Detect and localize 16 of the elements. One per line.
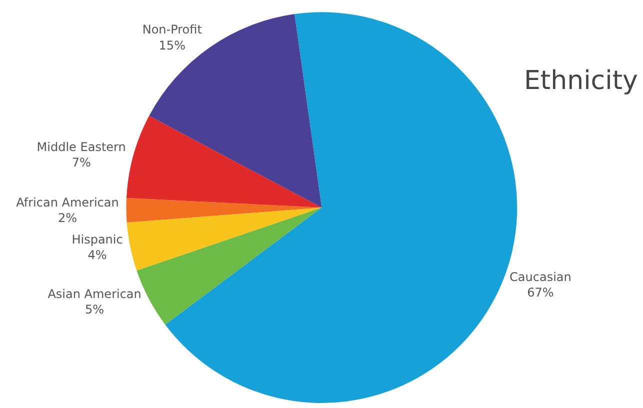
data-label: 5% [85,302,104,317]
data-label: 15% [158,38,186,52]
slice-label: Asian American [48,287,142,302]
slice-label: Caucasian [510,270,572,284]
slice-label: Hispanic [72,232,123,247]
pie-slice [126,116,322,208]
pie-slice [126,208,322,271]
data-label: 67% [527,286,554,300]
data-label: 2% [58,211,78,226]
slice-label: African American [16,195,119,210]
slice-label: Non-Profit [142,22,202,37]
pie-slice [126,198,322,223]
data-label: 4% [88,248,107,262]
slice-label: Middle Eastern [36,140,126,154]
data-label: 7% [72,155,91,170]
text: Ethnicity [524,66,638,96]
